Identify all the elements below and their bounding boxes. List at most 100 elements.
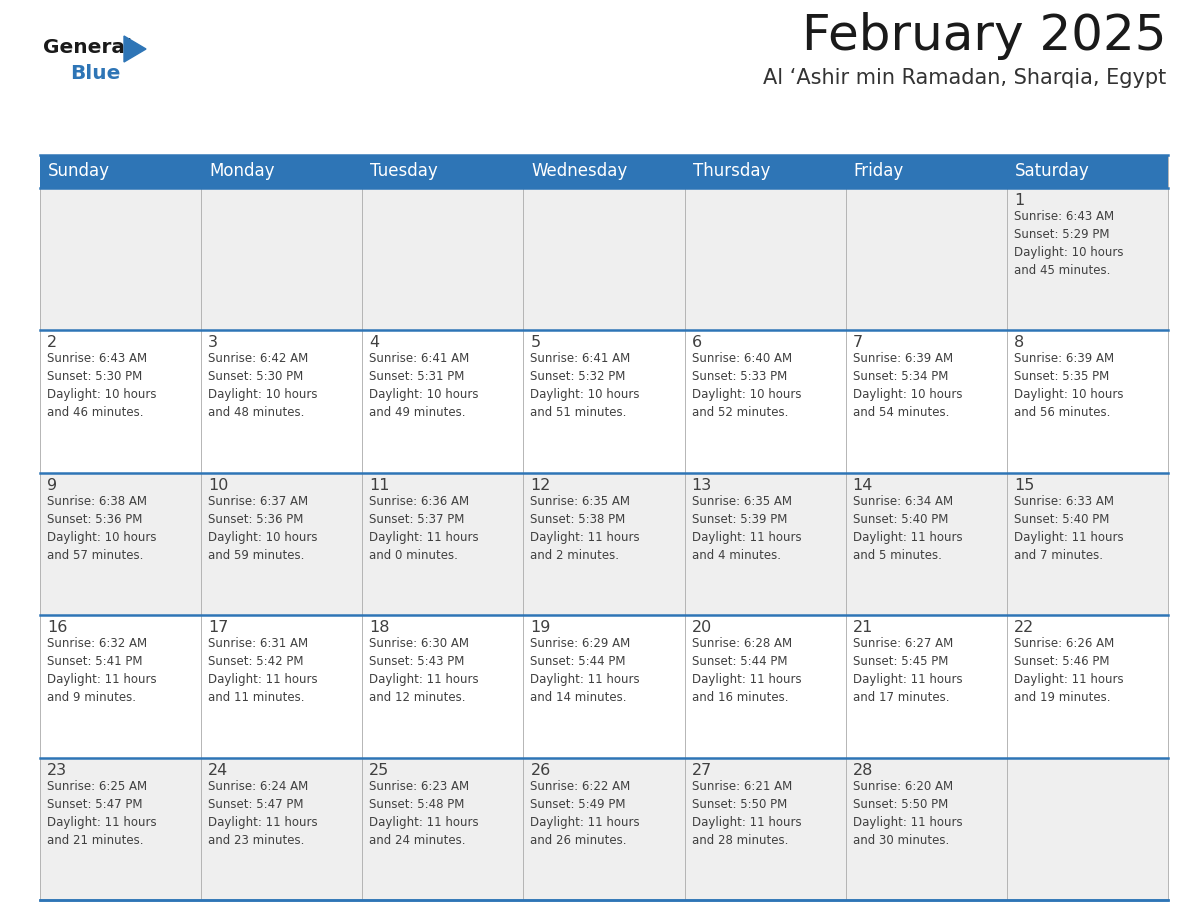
Text: 5: 5 bbox=[530, 335, 541, 351]
Bar bbox=[362, 757, 524, 900]
Text: Sunrise: 6:22 AM
Sunset: 5:49 PM
Daylight: 11 hours
and 26 minutes.: Sunrise: 6:22 AM Sunset: 5:49 PM Dayligh… bbox=[530, 779, 640, 846]
Text: 15: 15 bbox=[1013, 477, 1035, 493]
Bar bbox=[1007, 757, 1168, 900]
Text: Sunrise: 6:32 AM
Sunset: 5:41 PM
Daylight: 11 hours
and 9 minutes.: Sunrise: 6:32 AM Sunset: 5:41 PM Dayligh… bbox=[48, 637, 157, 704]
Text: 7: 7 bbox=[853, 335, 862, 351]
Text: Sunrise: 6:26 AM
Sunset: 5:46 PM
Daylight: 11 hours
and 19 minutes.: Sunrise: 6:26 AM Sunset: 5:46 PM Dayligh… bbox=[1013, 637, 1124, 704]
Bar bbox=[201, 615, 362, 757]
Bar bbox=[40, 330, 201, 473]
Text: 19: 19 bbox=[530, 621, 551, 635]
Bar bbox=[40, 188, 201, 330]
Text: Sunrise: 6:43 AM
Sunset: 5:29 PM
Daylight: 10 hours
and 45 minutes.: Sunrise: 6:43 AM Sunset: 5:29 PM Dayligh… bbox=[1013, 210, 1124, 277]
Text: Sunrise: 6:36 AM
Sunset: 5:37 PM
Daylight: 11 hours
and 0 minutes.: Sunrise: 6:36 AM Sunset: 5:37 PM Dayligh… bbox=[369, 495, 479, 562]
Bar bbox=[524, 757, 684, 900]
Text: Saturday: Saturday bbox=[1015, 162, 1089, 181]
Text: Sunrise: 6:39 AM
Sunset: 5:35 PM
Daylight: 10 hours
and 56 minutes.: Sunrise: 6:39 AM Sunset: 5:35 PM Dayligh… bbox=[1013, 353, 1124, 420]
Bar bbox=[524, 330, 684, 473]
Text: Sunrise: 6:28 AM
Sunset: 5:44 PM
Daylight: 11 hours
and 16 minutes.: Sunrise: 6:28 AM Sunset: 5:44 PM Dayligh… bbox=[691, 637, 801, 704]
Text: 13: 13 bbox=[691, 477, 712, 493]
Text: Sunrise: 6:35 AM
Sunset: 5:39 PM
Daylight: 11 hours
and 4 minutes.: Sunrise: 6:35 AM Sunset: 5:39 PM Dayligh… bbox=[691, 495, 801, 562]
Text: 4: 4 bbox=[369, 335, 379, 351]
Bar bbox=[201, 188, 362, 330]
Text: Sunrise: 6:42 AM
Sunset: 5:30 PM
Daylight: 10 hours
and 48 minutes.: Sunrise: 6:42 AM Sunset: 5:30 PM Dayligh… bbox=[208, 353, 317, 420]
Text: 2: 2 bbox=[48, 335, 57, 351]
Text: 25: 25 bbox=[369, 763, 390, 778]
Bar bbox=[40, 473, 201, 615]
Bar bbox=[846, 757, 1007, 900]
Bar bbox=[362, 473, 524, 615]
Text: Friday: Friday bbox=[854, 162, 904, 181]
Bar bbox=[40, 615, 201, 757]
Text: 26: 26 bbox=[530, 763, 551, 778]
Bar bbox=[846, 330, 1007, 473]
Bar bbox=[1007, 330, 1168, 473]
Bar bbox=[362, 615, 524, 757]
Text: Thursday: Thursday bbox=[693, 162, 770, 181]
Bar bbox=[40, 155, 1168, 188]
Bar bbox=[684, 188, 846, 330]
Bar bbox=[362, 188, 524, 330]
Bar bbox=[684, 330, 846, 473]
Text: 28: 28 bbox=[853, 763, 873, 778]
Text: Blue: Blue bbox=[70, 64, 120, 83]
Text: Sunrise: 6:41 AM
Sunset: 5:31 PM
Daylight: 10 hours
and 49 minutes.: Sunrise: 6:41 AM Sunset: 5:31 PM Dayligh… bbox=[369, 353, 479, 420]
Text: 22: 22 bbox=[1013, 621, 1034, 635]
Text: Sunrise: 6:27 AM
Sunset: 5:45 PM
Daylight: 11 hours
and 17 minutes.: Sunrise: 6:27 AM Sunset: 5:45 PM Dayligh… bbox=[853, 637, 962, 704]
Text: Sunrise: 6:41 AM
Sunset: 5:32 PM
Daylight: 10 hours
and 51 minutes.: Sunrise: 6:41 AM Sunset: 5:32 PM Dayligh… bbox=[530, 353, 640, 420]
Text: Monday: Monday bbox=[209, 162, 274, 181]
Bar bbox=[846, 615, 1007, 757]
Text: 8: 8 bbox=[1013, 335, 1024, 351]
Text: 21: 21 bbox=[853, 621, 873, 635]
Text: Sunrise: 6:37 AM
Sunset: 5:36 PM
Daylight: 10 hours
and 59 minutes.: Sunrise: 6:37 AM Sunset: 5:36 PM Dayligh… bbox=[208, 495, 317, 562]
Polygon shape bbox=[124, 36, 146, 62]
Text: Tuesday: Tuesday bbox=[371, 162, 438, 181]
Bar bbox=[846, 473, 1007, 615]
Text: Sunrise: 6:29 AM
Sunset: 5:44 PM
Daylight: 11 hours
and 14 minutes.: Sunrise: 6:29 AM Sunset: 5:44 PM Dayligh… bbox=[530, 637, 640, 704]
Text: Sunrise: 6:23 AM
Sunset: 5:48 PM
Daylight: 11 hours
and 24 minutes.: Sunrise: 6:23 AM Sunset: 5:48 PM Dayligh… bbox=[369, 779, 479, 846]
Text: Sunrise: 6:40 AM
Sunset: 5:33 PM
Daylight: 10 hours
and 52 minutes.: Sunrise: 6:40 AM Sunset: 5:33 PM Dayligh… bbox=[691, 353, 801, 420]
Text: Sunrise: 6:31 AM
Sunset: 5:42 PM
Daylight: 11 hours
and 11 minutes.: Sunrise: 6:31 AM Sunset: 5:42 PM Dayligh… bbox=[208, 637, 317, 704]
Text: 14: 14 bbox=[853, 477, 873, 493]
Text: February 2025: February 2025 bbox=[802, 12, 1165, 60]
Text: 11: 11 bbox=[369, 477, 390, 493]
Text: 18: 18 bbox=[369, 621, 390, 635]
Text: Sunrise: 6:30 AM
Sunset: 5:43 PM
Daylight: 11 hours
and 12 minutes.: Sunrise: 6:30 AM Sunset: 5:43 PM Dayligh… bbox=[369, 637, 479, 704]
Text: Sunrise: 6:20 AM
Sunset: 5:50 PM
Daylight: 11 hours
and 30 minutes.: Sunrise: 6:20 AM Sunset: 5:50 PM Dayligh… bbox=[853, 779, 962, 846]
Text: General: General bbox=[43, 38, 132, 57]
Bar bbox=[362, 330, 524, 473]
Text: Sunrise: 6:38 AM
Sunset: 5:36 PM
Daylight: 10 hours
and 57 minutes.: Sunrise: 6:38 AM Sunset: 5:36 PM Dayligh… bbox=[48, 495, 157, 562]
Bar bbox=[684, 615, 846, 757]
Text: Sunrise: 6:21 AM
Sunset: 5:50 PM
Daylight: 11 hours
and 28 minutes.: Sunrise: 6:21 AM Sunset: 5:50 PM Dayligh… bbox=[691, 779, 801, 846]
Bar bbox=[201, 757, 362, 900]
Text: 12: 12 bbox=[530, 477, 551, 493]
Text: Sunrise: 6:25 AM
Sunset: 5:47 PM
Daylight: 11 hours
and 21 minutes.: Sunrise: 6:25 AM Sunset: 5:47 PM Dayligh… bbox=[48, 779, 157, 846]
Text: 23: 23 bbox=[48, 763, 68, 778]
Text: 24: 24 bbox=[208, 763, 228, 778]
Text: 20: 20 bbox=[691, 621, 712, 635]
Bar bbox=[524, 615, 684, 757]
Bar bbox=[846, 188, 1007, 330]
Bar bbox=[1007, 615, 1168, 757]
Bar bbox=[684, 473, 846, 615]
Text: 16: 16 bbox=[48, 621, 68, 635]
Text: Sunrise: 6:33 AM
Sunset: 5:40 PM
Daylight: 11 hours
and 7 minutes.: Sunrise: 6:33 AM Sunset: 5:40 PM Dayligh… bbox=[1013, 495, 1124, 562]
Text: 17: 17 bbox=[208, 621, 228, 635]
Text: Sunrise: 6:43 AM
Sunset: 5:30 PM
Daylight: 10 hours
and 46 minutes.: Sunrise: 6:43 AM Sunset: 5:30 PM Dayligh… bbox=[48, 353, 157, 420]
Text: 6: 6 bbox=[691, 335, 702, 351]
Bar bbox=[524, 473, 684, 615]
Text: Sunrise: 6:24 AM
Sunset: 5:47 PM
Daylight: 11 hours
and 23 minutes.: Sunrise: 6:24 AM Sunset: 5:47 PM Dayligh… bbox=[208, 779, 317, 846]
Bar bbox=[201, 473, 362, 615]
Bar bbox=[1007, 473, 1168, 615]
Text: 10: 10 bbox=[208, 477, 228, 493]
Text: 3: 3 bbox=[208, 335, 219, 351]
Text: Sunrise: 6:34 AM
Sunset: 5:40 PM
Daylight: 11 hours
and 5 minutes.: Sunrise: 6:34 AM Sunset: 5:40 PM Dayligh… bbox=[853, 495, 962, 562]
Text: Al ‘Ashir min Ramadan, Sharqia, Egypt: Al ‘Ashir min Ramadan, Sharqia, Egypt bbox=[763, 68, 1165, 88]
Bar bbox=[1007, 188, 1168, 330]
Text: 1: 1 bbox=[1013, 193, 1024, 208]
Bar bbox=[40, 757, 201, 900]
Bar bbox=[684, 757, 846, 900]
Text: 27: 27 bbox=[691, 763, 712, 778]
Text: Wednesday: Wednesday bbox=[531, 162, 627, 181]
Text: 9: 9 bbox=[48, 477, 57, 493]
Text: Sunday: Sunday bbox=[48, 162, 110, 181]
